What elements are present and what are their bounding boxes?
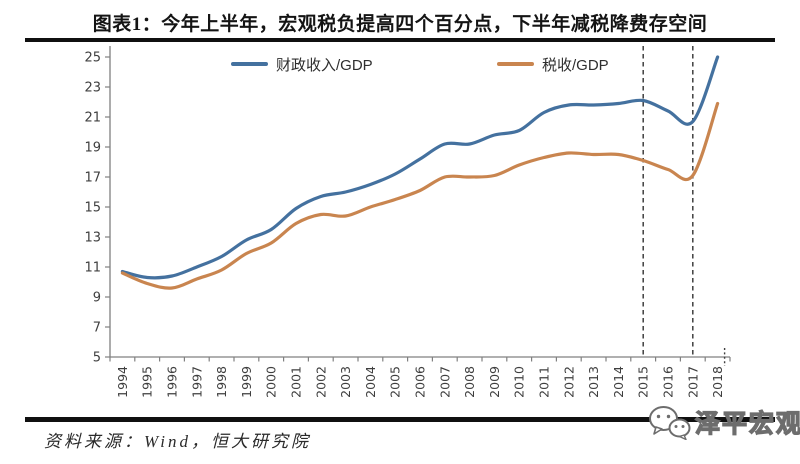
x-axis-tick-label: 2005 [388,366,403,398]
footer-rule [25,417,775,422]
x-axis-tick-label: 2011 [537,366,552,398]
y-axis-tick-label: 15 [84,201,101,216]
watermark-text: 泽平宏观 [694,409,800,438]
x-axis-tick-label: 2008 [462,366,477,398]
y-axis-tick-label: 11 [84,261,101,276]
x-axis-tick-label: 2012 [561,366,576,398]
legend-label-fiscal-revenue: 财政收入/GDP [276,56,373,74]
source-caption: 资料来源：Wind，恒大研究院 [44,432,311,451]
wechat-icon [649,406,691,440]
y-axis-tick-label: 7 [93,321,101,336]
legend-item-fiscal-revenue: 财政收入/GDP [231,55,373,74]
series-line-1 [120,101,720,290]
x-axis-tick-label: 2003 [338,366,353,398]
x-axis-tick-label: 2010 [512,366,527,398]
x-axis-tick-label: 1998 [214,366,229,398]
legend-item-tax: 税收/GDP [497,55,609,74]
y-axis-tick-label: 25 [84,51,101,66]
x-axis-tick-label: 1999 [239,366,254,398]
watermark: 泽平宏观 [646,404,800,440]
y-axis-tick-label: 9 [93,291,101,306]
legend-label-tax: 税收/GDP [542,56,609,74]
y-axis-tick-label: 13 [84,231,101,246]
y-axis-tick-label: 19 [84,141,101,156]
x-axis-tick-label: 1997 [189,366,204,398]
x-axis-tick-label: 2014 [611,366,626,398]
x-axis-tick-label: 2001 [289,366,304,398]
y-axis-tick-label: 5 [93,351,101,366]
x-axis-tick-label: 1994 [115,366,130,398]
x-axis-tick-label: 2000 [264,366,279,398]
legend-line-swatch-tax [497,62,534,66]
x-axis-tick-label: 2013 [586,366,601,398]
legend-line-swatch-fiscal [231,62,268,66]
x-axis-tick-label: 1995 [140,366,155,398]
y-axis-tick-label: 17 [84,171,101,186]
x-axis-tick-label: 2015 [636,366,651,398]
x-axis-tick-label: 1996 [165,366,180,398]
x-axis-tick-label: 2002 [313,366,328,398]
x-axis-tick-label: 2004 [363,366,378,398]
x-axis-tick-label: 2017 [685,366,700,398]
title-rule [25,38,775,42]
chart-title: 图表1：今年上半年，宏观税负提高四个百分点，下半年减税降费存空间 [92,14,708,35]
series-line-0 [120,55,720,280]
x-axis-tick-label: 2018 [710,366,725,398]
y-axis-tick-label: 21 [84,111,101,126]
x-axis-tick-label: 2007 [437,366,452,398]
y-axis-tick-label: 23 [84,81,101,96]
x-axis-tick-label: 2009 [487,366,502,398]
x-axis-tick-label: 2016 [661,366,676,398]
x-axis-tick-label: 2006 [413,366,428,398]
